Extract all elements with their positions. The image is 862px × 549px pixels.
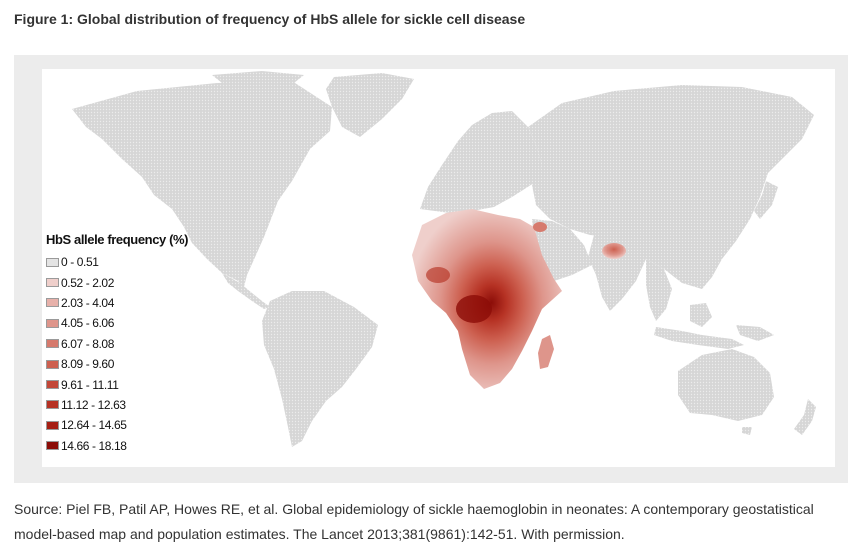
legend-swatch xyxy=(46,257,59,267)
legend-swatch xyxy=(46,339,59,349)
world-map xyxy=(72,71,816,447)
figure-title: Figure 1: Global distribution of frequen… xyxy=(14,11,526,27)
legend-swatch xyxy=(46,420,59,430)
figure-frame: HbS allele frequency (%) 0 - 0.51 0.52 -… xyxy=(14,55,848,483)
legend-label: 4.05 - 6.06 xyxy=(61,316,114,331)
africa-shape xyxy=(412,209,562,389)
legend-swatch xyxy=(46,441,59,451)
legend-item: 11.12 - 12.63 xyxy=(46,395,188,415)
india-shape xyxy=(588,235,646,311)
arctic-islands-shape xyxy=(212,71,304,83)
legend-swatch xyxy=(46,278,59,288)
madagascar-shape xyxy=(538,335,554,369)
legend-item: 9.61 - 11.11 xyxy=(46,374,188,394)
arabia-hotspot xyxy=(533,222,547,232)
map-legend: HbS allele frequency (%) 0 - 0.51 0.52 -… xyxy=(46,232,189,456)
legend-item: 6.07 - 8.08 xyxy=(46,334,188,354)
new-guinea-shape xyxy=(736,325,774,341)
legend-label: 9.61 - 11.11 xyxy=(61,377,119,392)
legend-item: 0 - 0.51 xyxy=(46,252,188,272)
legend-item: 8.09 - 9.60 xyxy=(46,354,188,374)
legend-items: 0 - 0.51 0.52 - 2.02 2.03 - 4.04 4.05 - … xyxy=(46,252,188,456)
legend-label: 8.09 - 9.60 xyxy=(61,357,114,372)
legend-label: 11.12 - 12.63 xyxy=(61,397,126,412)
legend-label: 0.52 - 2.02 xyxy=(61,275,114,290)
legend-label: 0 - 0.51 xyxy=(61,255,99,270)
borneo-shape xyxy=(690,303,712,327)
india-hotspot xyxy=(602,243,626,259)
legend-item: 12.64 - 14.65 xyxy=(46,415,188,435)
legend-label: 12.64 - 14.65 xyxy=(61,418,127,433)
legend-swatch xyxy=(46,359,59,369)
legend-swatch xyxy=(46,380,59,390)
legend-item: 2.03 - 4.04 xyxy=(46,293,188,313)
central-america-shape xyxy=(222,273,270,309)
legend-item: 4.05 - 6.06 xyxy=(46,313,188,333)
legend-label: 2.03 - 4.04 xyxy=(61,295,114,310)
west-africa-hotspot xyxy=(426,267,450,283)
legend-title: HbS allele frequency (%) xyxy=(46,232,189,247)
tasmania-shape xyxy=(742,427,752,435)
central-africa-hotspot xyxy=(456,295,492,323)
legend-item: 14.66 - 18.18 xyxy=(46,436,188,456)
japan-shape xyxy=(754,181,778,219)
new-zealand-shape xyxy=(794,399,816,435)
australia-shape xyxy=(678,349,774,421)
southeast-asia-shape xyxy=(646,259,672,321)
source-citation: Source: Piel FB, Patil AP, Howes RE, et … xyxy=(14,501,814,542)
europe-shape xyxy=(420,111,542,213)
map-panel: HbS allele frequency (%) 0 - 0.51 0.52 -… xyxy=(42,69,835,467)
asia-shape xyxy=(528,85,814,289)
legend-label: 14.66 - 18.18 xyxy=(61,438,127,453)
greenland-shape xyxy=(326,73,414,137)
legend-swatch xyxy=(46,318,59,328)
south-america-shape xyxy=(262,291,378,447)
indonesia-shape xyxy=(654,327,744,349)
north-america-shape xyxy=(72,81,332,287)
legend-item: 0.52 - 2.02 xyxy=(46,272,188,292)
legend-label: 6.07 - 8.08 xyxy=(61,336,114,351)
legend-swatch xyxy=(46,298,59,308)
legend-swatch xyxy=(46,400,59,410)
